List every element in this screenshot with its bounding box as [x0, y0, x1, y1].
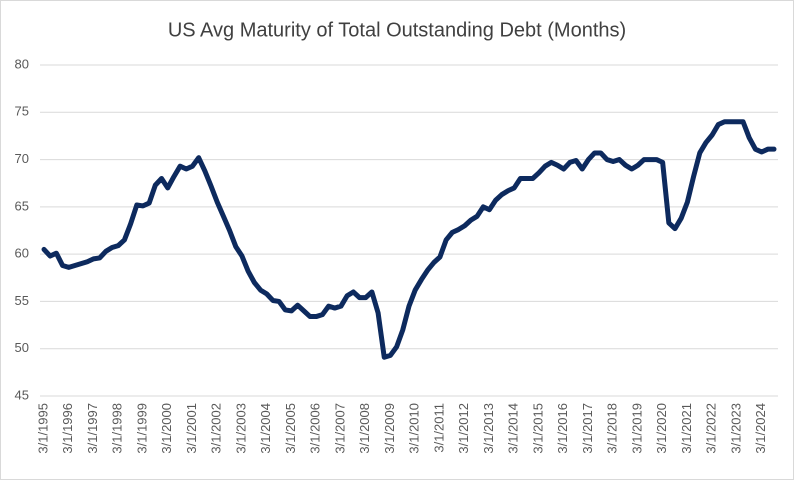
x-tick-label: 3/1/2020: [654, 403, 669, 454]
x-tick-label: 3/1/2021: [679, 403, 694, 454]
data-line: [41, 119, 777, 360]
x-tick-label: 3/1/2012: [456, 403, 471, 454]
x-tick-label: 3/1/1995: [35, 403, 50, 454]
x-tick-label: 3/1/2024: [753, 403, 768, 454]
x-tick-label: 3/1/2003: [233, 403, 248, 454]
y-tick-label: 55: [15, 293, 29, 308]
x-tick-label: 3/1/2004: [258, 403, 273, 454]
y-tick-label: 75: [15, 104, 29, 119]
y-tick-label: 70: [15, 151, 29, 166]
x-tick-label: 3/1/2023: [728, 403, 743, 454]
x-tick-label: 3/1/2018: [605, 403, 620, 454]
x-tick-label: 3/1/1999: [134, 403, 149, 454]
x-tick-label: 3/1/2011: [431, 403, 446, 453]
y-tick-label: 45: [15, 387, 29, 402]
x-tick-label: 3/1/2006: [308, 403, 323, 454]
x-tick-label: 3/1/2017: [580, 403, 595, 454]
x-tick-label: 3/1/2001: [184, 403, 199, 454]
chart-title: US Avg Maturity of Total Outstanding Deb…: [168, 19, 626, 41]
y-tick-label: 60: [15, 246, 29, 261]
x-tick-label: 3/1/2022: [704, 403, 719, 454]
x-tick-label: 3/1/2009: [382, 403, 397, 454]
x-tick-label: 3/1/2014: [506, 403, 521, 454]
y-tick-label: 50: [15, 340, 29, 355]
x-tick-label: 3/1/2019: [629, 403, 644, 454]
x-tick-label: 3/1/2007: [332, 403, 347, 454]
x-tick-label: 3/1/1998: [110, 403, 125, 454]
x-tick-label: 3/1/2002: [209, 403, 224, 454]
x-tick-label: 3/1/2008: [357, 403, 372, 454]
y-tick-label: 80: [15, 56, 29, 71]
x-tick-label: 3/1/2010: [407, 403, 422, 454]
x-tick-label: 3/1/2005: [283, 403, 298, 454]
x-tick-label: 3/1/2015: [530, 403, 545, 454]
x-tick-label: 3/1/1996: [60, 403, 75, 454]
x-tick-label: 3/1/2013: [481, 403, 496, 454]
y-tick-label: 65: [15, 198, 29, 213]
x-tick-label: 3/1/1997: [85, 403, 100, 454]
x-tick-label: 3/1/2000: [159, 403, 174, 454]
x-tick-label: 3/1/2016: [555, 403, 570, 454]
